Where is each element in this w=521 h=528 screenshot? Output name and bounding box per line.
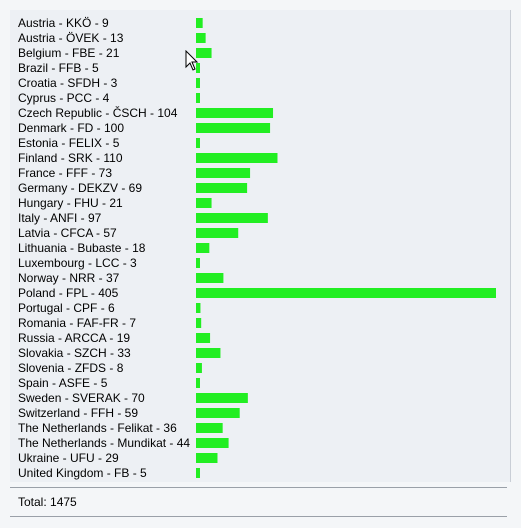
bar	[196, 168, 251, 178]
bar	[196, 318, 202, 328]
bar	[196, 228, 239, 238]
category-label: Czech Republic - ČSCH - 104	[18, 105, 178, 120]
category-label: France - FFF - 73	[18, 166, 112, 180]
bar	[196, 183, 248, 193]
category-label: Slovakia - SZCH - 33	[18, 346, 131, 360]
category-label: Russia - ARCCA - 19	[18, 331, 130, 345]
bar	[196, 453, 218, 463]
category-label: Italy - ANFI - 97	[18, 211, 102, 225]
bar	[196, 258, 200, 268]
category-label: Denmark - FD - 100	[18, 121, 124, 135]
category-label: Estonia - FELIX - 5	[18, 136, 120, 150]
bar	[196, 333, 211, 343]
total-label: Total: 1475	[18, 495, 77, 509]
category-label: Finland - SRK - 110	[18, 151, 123, 165]
category-label: The Netherlands - Mundikat - 44	[18, 436, 190, 450]
category-label: Brazil - FFB - 5	[18, 61, 99, 75]
category-label: Sweden - SVERAK - 70	[18, 391, 145, 405]
category-label: Hungary - FHU - 21	[18, 196, 123, 210]
category-label: Poland - FPL - 405	[18, 286, 119, 300]
category-label: Portugal - CPF - 6	[18, 301, 115, 315]
bar	[196, 153, 278, 163]
bar	[196, 303, 201, 313]
bar	[196, 78, 200, 88]
bar	[196, 363, 202, 373]
category-label: Luxembourg - LCC - 3	[18, 256, 137, 270]
bar	[196, 198, 212, 208]
category-label: Switzerland - FFH - 59	[18, 406, 138, 420]
category-label: Ukraine - UFU - 29	[18, 451, 119, 465]
bar	[196, 108, 274, 118]
category-label: Lithuania - Bubaste - 18	[18, 241, 146, 255]
bar	[196, 123, 271, 133]
bar	[196, 423, 223, 433]
category-label: Cyprus - PCC - 4	[18, 91, 110, 105]
category-label: Spain - ASFE - 5	[18, 376, 108, 390]
bar	[196, 273, 224, 283]
category-label: Austria - KKÖ - 9	[18, 16, 109, 30]
bar	[196, 93, 200, 103]
category-label: Slovenia - ZFDS - 8	[18, 361, 124, 375]
category-label: Romania - FAF-FR - 7	[18, 316, 136, 330]
category-label: Latvia - CFCA - 57	[18, 226, 117, 240]
category-label: Belgium - FBE - 21	[18, 46, 120, 60]
separator-top	[10, 487, 507, 488]
separator-bottom	[10, 516, 507, 517]
bar	[196, 138, 200, 148]
category-label: Germany - DEKZV - 69	[18, 181, 142, 195]
bar	[196, 18, 203, 28]
category-label: Croatia - SFDH - 3	[18, 76, 118, 90]
bar	[196, 288, 496, 298]
bar	[196, 213, 268, 223]
bar	[196, 393, 248, 403]
category-label: United Kingdom - FB - 5	[18, 466, 147, 480]
bar	[196, 378, 200, 388]
bar	[196, 243, 210, 253]
bar	[196, 48, 212, 58]
bar	[196, 438, 229, 448]
bar	[196, 408, 240, 418]
bar	[196, 348, 221, 358]
bar	[196, 468, 200, 478]
bar	[196, 63, 200, 73]
bar	[196, 33, 206, 43]
category-label: The Netherlands - Felikat - 36	[18, 421, 177, 435]
category-label: Austria - ÖVEK - 13	[18, 31, 124, 45]
mouse-pointer-icon	[185, 50, 199, 71]
chart-panel: Austria - KKÖ - 9 Austria - ÖVEK - 13 Belg…	[10, 10, 511, 482]
category-label: Norway - NRR - 37	[18, 271, 120, 285]
